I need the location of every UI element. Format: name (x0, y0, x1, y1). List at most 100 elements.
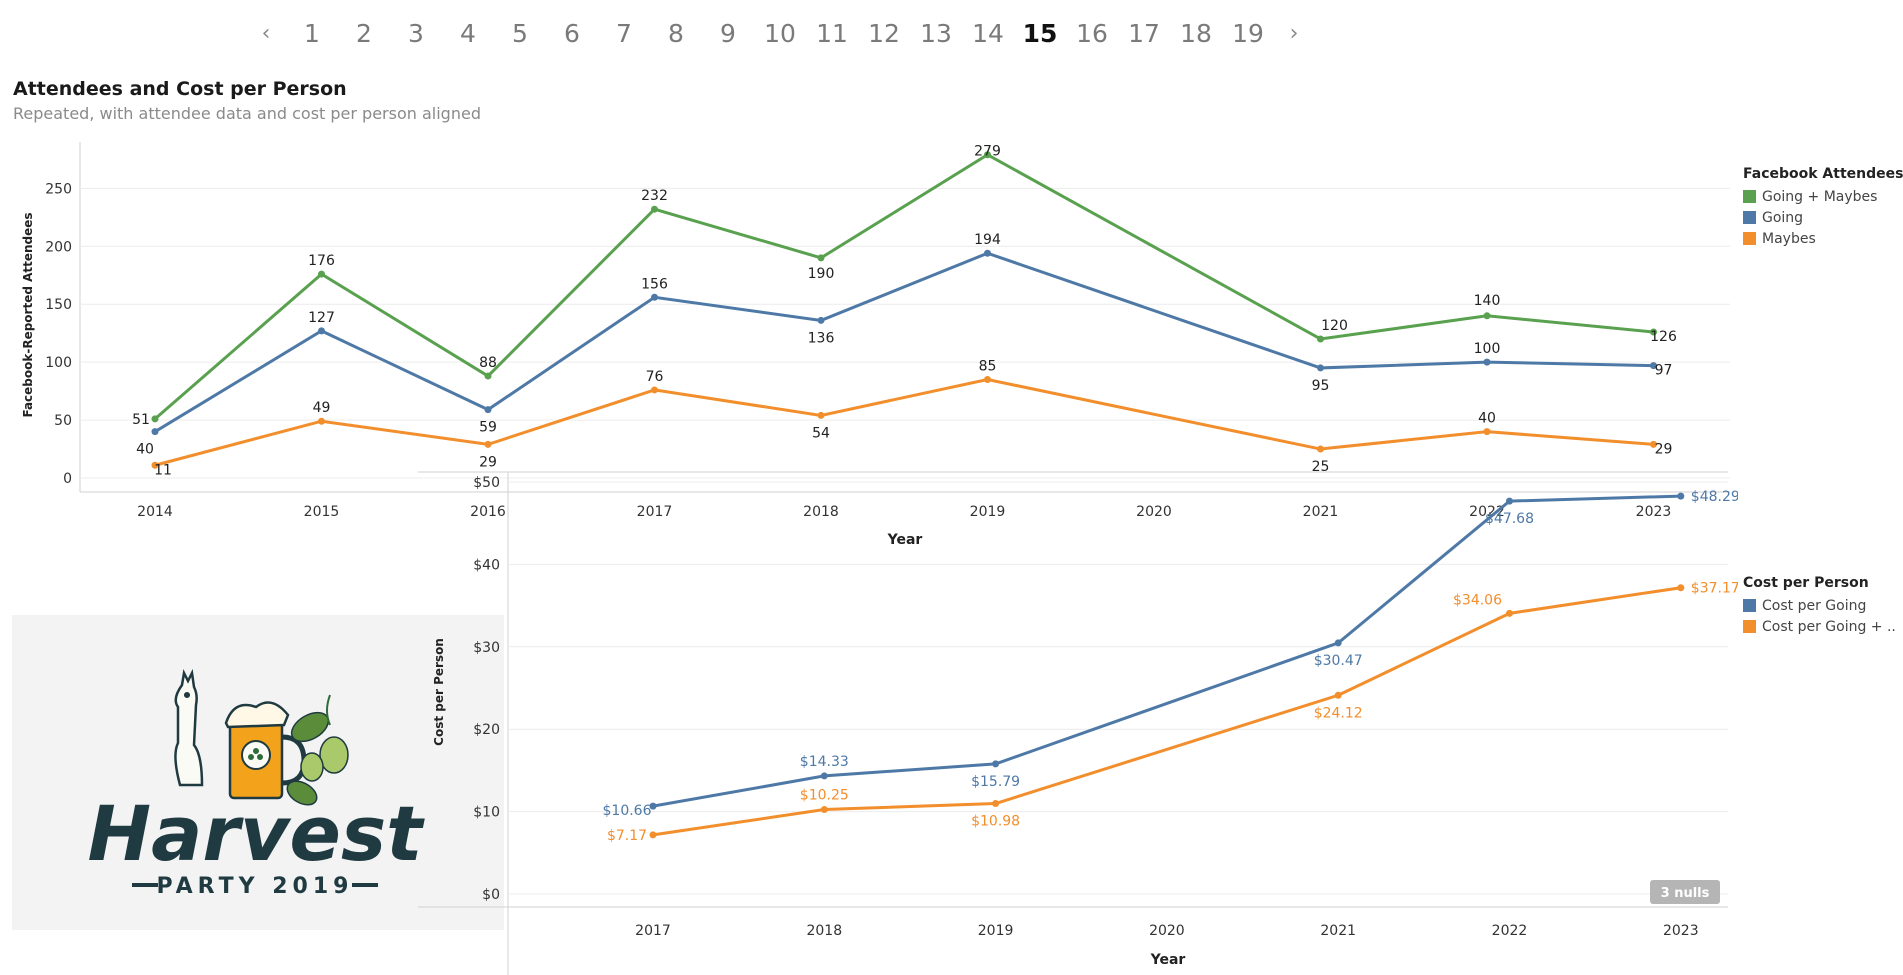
chevron-right-icon[interactable]: › (1289, 20, 1299, 46)
page-13[interactable]: 13 (920, 18, 952, 48)
data-label: 136 (808, 330, 835, 346)
y-axis-title: Facebook-Reported Attendees (21, 212, 35, 417)
data-point (992, 800, 1000, 808)
page-18[interactable]: 18 (1180, 18, 1212, 48)
legend-label: Cost per Going (1762, 597, 1867, 614)
page-6[interactable]: 6 (564, 18, 580, 48)
data-label: 140 (1474, 293, 1501, 309)
data-label: 25 (1312, 459, 1330, 475)
data-point (649, 802, 657, 810)
data-label: $34.06 (1453, 592, 1502, 608)
data-label: 29 (479, 454, 497, 470)
page-17[interactable]: 17 (1128, 18, 1160, 48)
data-label: 120 (1321, 318, 1348, 334)
x-tick-label: 2022 (1492, 923, 1528, 939)
data-label: 54 (812, 425, 830, 441)
data-label: $37.17 (1691, 581, 1738, 597)
page-1[interactable]: 1 (304, 18, 320, 48)
legend-label: Maybes (1762, 230, 1816, 247)
legend-item-maybes[interactable]: Maybes (1743, 228, 1903, 249)
page-12[interactable]: 12 (868, 18, 900, 48)
legend-item-cost-per-going-maybes[interactable]: Cost per Going + .. (1743, 616, 1903, 637)
x-tick-label: 2021 (1320, 923, 1356, 939)
data-label: $47.68 (1485, 511, 1534, 527)
data-point (651, 386, 658, 394)
data-label: 49 (313, 400, 331, 416)
page-15[interactable]: 15 (1022, 18, 1058, 48)
data-point (151, 415, 159, 423)
x-axis-title: Year (1150, 952, 1186, 968)
y-tick-label: 50 (54, 413, 72, 429)
legend-swatch (1743, 211, 1756, 224)
data-point (151, 461, 159, 469)
data-label: 95 (1312, 378, 1330, 394)
x-tick-label: 2022 (1469, 504, 1505, 520)
page-5[interactable]: 5 (512, 18, 528, 48)
data-label: 194 (974, 232, 1001, 248)
nulls-badge-label: 3 nulls (1661, 886, 1710, 901)
data-point (484, 372, 492, 380)
legend-swatch (1743, 620, 1756, 633)
logo-wordmark: Harvest (87, 789, 425, 878)
data-point (984, 376, 991, 384)
data-point (318, 417, 325, 425)
data-label: 97 (1655, 363, 1673, 379)
data-label: $10.25 (800, 788, 849, 804)
data-point (1677, 584, 1685, 592)
data-label: 127 (308, 310, 335, 326)
x-tick-label: 2017 (635, 923, 671, 939)
data-label: 176 (308, 253, 335, 269)
page-8[interactable]: 8 (668, 18, 684, 48)
data-point (649, 831, 657, 839)
y-tick-label: $0 (482, 887, 500, 903)
data-point (1317, 364, 1324, 372)
y-tick-label: 250 (45, 181, 72, 197)
data-point (984, 151, 991, 159)
data-label: $24.12 (1314, 705, 1363, 721)
legend-item-going[interactable]: Going (1743, 207, 1903, 228)
page-14[interactable]: 14 (972, 18, 1004, 48)
data-label: 40 (136, 442, 154, 458)
page-19[interactable]: 19 (1232, 18, 1264, 48)
legend-swatch (1743, 599, 1756, 612)
x-tick-label: 2020 (1136, 504, 1172, 520)
page-3[interactable]: 3 (408, 18, 424, 48)
page-2[interactable]: 2 (356, 18, 372, 48)
page-9[interactable]: 9 (720, 18, 736, 48)
data-point (1317, 335, 1324, 343)
page-7[interactable]: 7 (616, 18, 632, 48)
data-label: 51 (132, 412, 150, 428)
data-point (1677, 492, 1685, 500)
legend-label: Cost per Going + .. (1762, 618, 1896, 635)
page-4[interactable]: 4 (460, 18, 476, 48)
attendees-line-chart: 0 50 100 150 200 250 2014 2015 2016 2017 2018 2019 2… (21, 142, 1730, 548)
legend-item-going-maybes[interactable]: Going + Maybes (1743, 186, 1903, 207)
page-16[interactable]: 16 (1076, 18, 1108, 48)
hops-icon (286, 694, 349, 806)
x-tick-label: 2023 (1663, 923, 1699, 939)
data-label: $48.29 (1691, 489, 1738, 505)
data-label: $14.33 (800, 754, 849, 770)
nulls-badge (1650, 880, 1720, 904)
y-tick-label: 150 (45, 297, 72, 313)
legend-item-cost-per-going[interactable]: Cost per Going (1743, 595, 1903, 616)
data-point (484, 440, 492, 448)
page-10[interactable]: 10 (764, 18, 796, 48)
data-point (651, 205, 658, 213)
harvest-party-logo: Harvest PARTY 2019 (12, 615, 504, 930)
x-tick-label: 2020 (1149, 923, 1185, 939)
chevron-left-icon[interactable]: ‹ (261, 20, 271, 46)
data-point (1317, 445, 1324, 453)
data-label: 126 (1650, 329, 1677, 345)
page-11[interactable]: 11 (816, 18, 848, 48)
data-label: $30.47 (1314, 653, 1363, 669)
data-point (651, 293, 658, 301)
x-tick-label: 2018 (803, 504, 839, 520)
alpaca-icon (174, 668, 204, 787)
data-point (1506, 609, 1513, 617)
data-point (817, 411, 825, 419)
data-point (1483, 428, 1491, 436)
legend-swatch (1743, 190, 1756, 203)
y-tick-label: $40 (473, 557, 500, 573)
data-label: 88 (479, 355, 497, 371)
